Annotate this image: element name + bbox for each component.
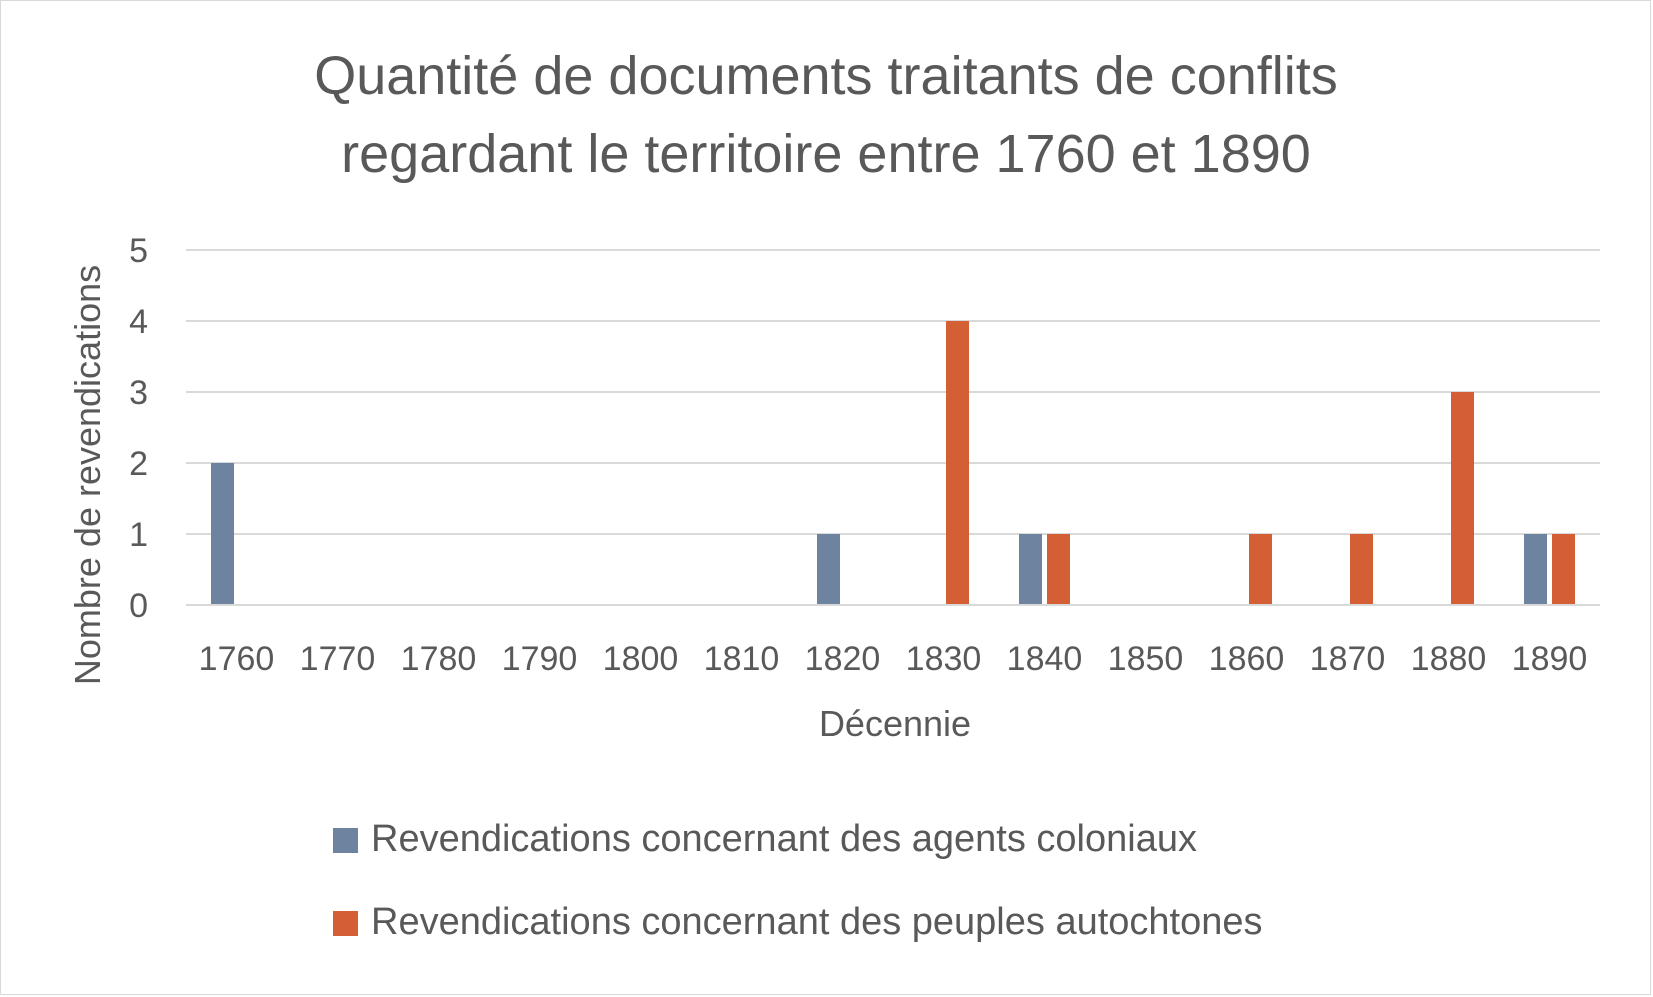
x-axis-ticks: 1760 1770 1780 1790 1800 1810 1820 1830 1840 1850… (199, 640, 1588, 678)
legend-label: Revendications concernant des agents col… (371, 818, 1197, 860)
chart-title-line-2: regardant le territoire entre 1760 et 18… (341, 124, 1311, 184)
bar-agents-coloniaux-1890 (1524, 534, 1547, 605)
legend-label: Revendications concernant des peuples au… (371, 901, 1263, 943)
legend-swatch (333, 911, 358, 936)
x-tick-label: 1870 (1310, 640, 1386, 678)
y-tick-label: 3 (129, 374, 148, 412)
bar-peuples-autochtones-1890 (1552, 534, 1575, 605)
bar-peuples-autochtones-1860 (1249, 534, 1272, 605)
x-tick-label: 1770 (300, 640, 376, 678)
x-tick-label: 1890 (1512, 640, 1588, 678)
y-axis-title: Nombre de revendications (67, 265, 108, 685)
x-tick-label: 1760 (199, 640, 275, 678)
bars (211, 321, 1575, 605)
x-tick-label: 1800 (603, 640, 679, 678)
x-tick-label: 1780 (401, 640, 477, 678)
bar-agents-coloniaux-1820 (817, 534, 840, 605)
legend: Revendications concernant des agents col… (333, 818, 1263, 943)
x-axis-title: Décennie (819, 703, 971, 744)
y-tick-label: 1 (129, 516, 148, 554)
x-tick-label: 1820 (805, 640, 881, 678)
x-tick-label: 1790 (502, 640, 578, 678)
x-tick-label: 1850 (1108, 640, 1184, 678)
y-tick-label: 4 (129, 303, 148, 341)
y-tick-label: 2 (129, 445, 148, 483)
chart-title-line-1: Quantité de documents traitants de confl… (314, 46, 1338, 106)
bar-agents-coloniaux-1760 (211, 463, 234, 605)
gridlines (186, 249, 1600, 535)
y-axis-ticks: 0 1 2 3 4 5 (129, 232, 148, 625)
legend-swatch (333, 828, 358, 853)
y-tick-label: 5 (129, 232, 148, 270)
x-tick-label: 1810 (704, 640, 780, 678)
bar-peuples-autochtones-1830 (946, 321, 969, 605)
bar-peuples-autochtones-1840 (1047, 534, 1070, 605)
x-tick-label: 1880 (1411, 640, 1487, 678)
x-tick-label: 1860 (1209, 640, 1285, 678)
bar-agents-coloniaux-1840 (1019, 534, 1042, 605)
bar-peuples-autochtones-1870 (1350, 534, 1373, 605)
x-tick-label: 1840 (1007, 640, 1083, 678)
y-tick-label: 0 (129, 587, 148, 625)
chart-title: Quantité de documents traitants de confl… (314, 46, 1338, 184)
x-tick-label: 1830 (906, 640, 982, 678)
bar-peuples-autochtones-1880 (1451, 392, 1474, 605)
